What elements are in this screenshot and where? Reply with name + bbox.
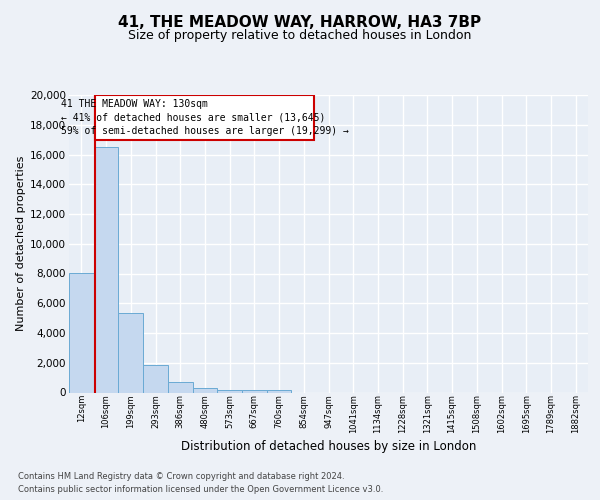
X-axis label: Distribution of detached houses by size in London: Distribution of detached houses by size … [181,440,476,453]
Bar [118,313,143,392]
Bar [217,390,242,392]
Bar [168,382,193,392]
Y-axis label: Number of detached properties: Number of detached properties [16,156,26,332]
FancyBboxPatch shape [95,95,314,140]
Bar [69,273,94,392]
Bar [143,365,168,392]
Text: 41 THE MEADOW WAY: 130sqm
← 41% of detached houses are smaller (13,645)
59% of s: 41 THE MEADOW WAY: 130sqm ← 41% of detac… [61,99,349,136]
Bar [94,147,118,392]
Bar [267,390,292,392]
Text: Size of property relative to detached houses in London: Size of property relative to detached ho… [128,29,472,42]
Text: Contains HM Land Registry data © Crown copyright and database right 2024.: Contains HM Land Registry data © Crown c… [18,472,344,481]
Text: Contains public sector information licensed under the Open Government Licence v3: Contains public sector information licen… [18,485,383,494]
Text: 41, THE MEADOW WAY, HARROW, HA3 7BP: 41, THE MEADOW WAY, HARROW, HA3 7BP [118,15,482,30]
Bar [242,390,267,392]
Bar [193,388,217,392]
